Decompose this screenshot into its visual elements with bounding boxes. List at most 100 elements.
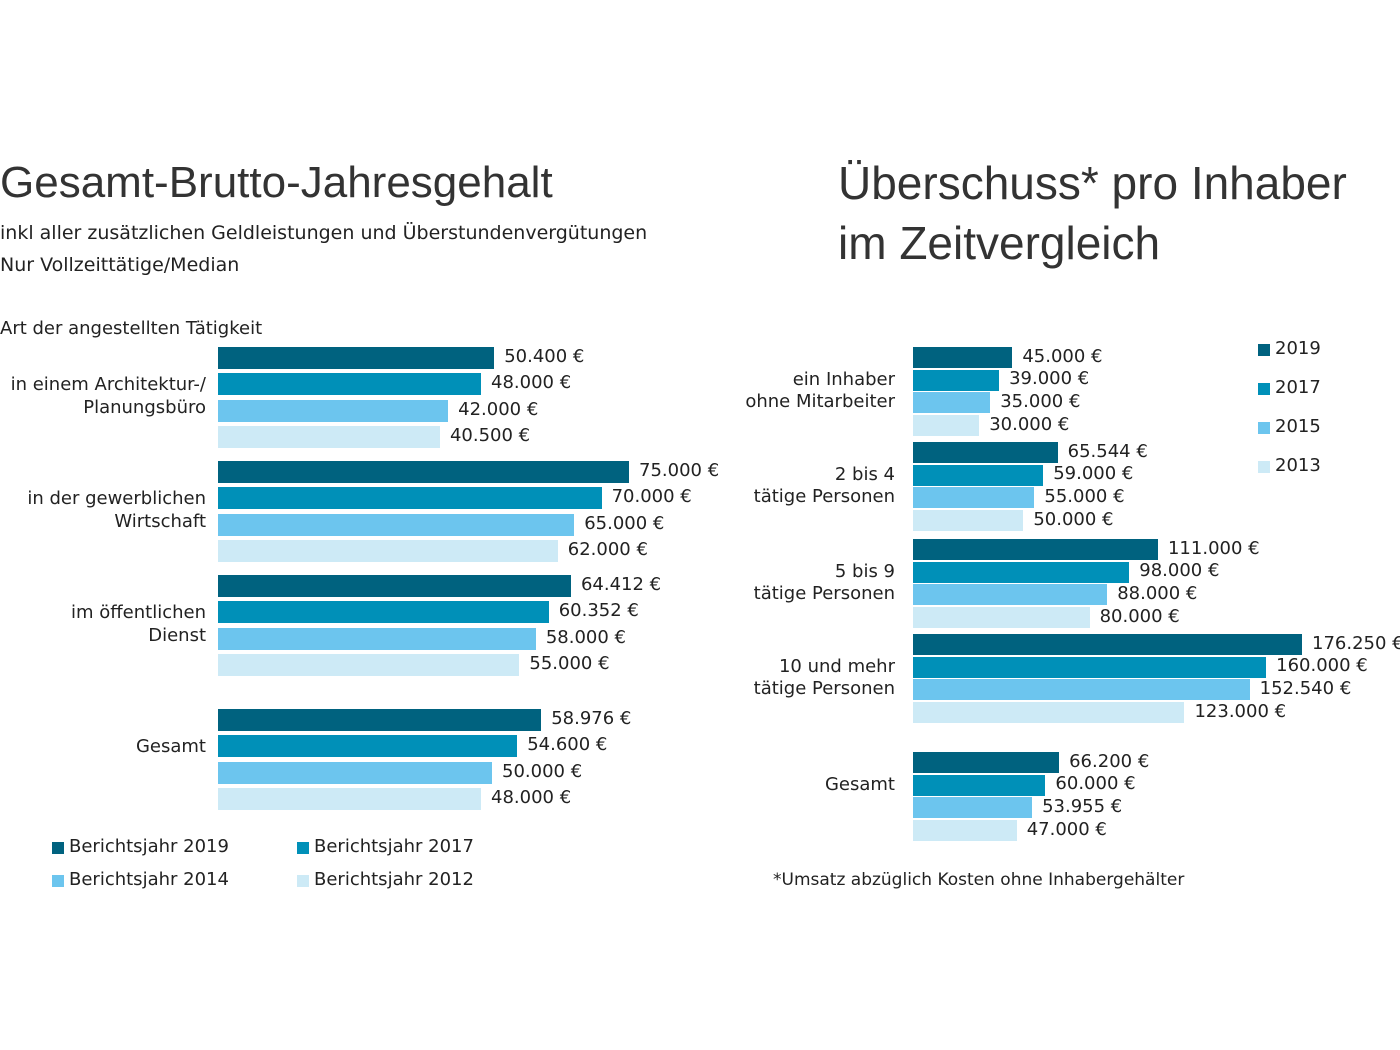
bar (218, 653, 520, 676)
footnote: *Umsatz abzüglich Kosten ohne Inhabergeh… (773, 870, 1185, 890)
value-label: 80.000 € (1099, 605, 1180, 627)
value-label: 50.400 € (504, 346, 585, 367)
bar (218, 373, 482, 396)
bar (218, 787, 482, 810)
value-label: 55.000 € (529, 652, 610, 674)
legend-label: Berichtsjahr 2012 (314, 869, 474, 890)
legend-swatch (297, 842, 309, 854)
legend-swatch (1258, 344, 1270, 356)
bar (913, 487, 1035, 509)
legend-label: Berichtsjahr 2019 (69, 836, 229, 857)
value-label: 48.000 € (491, 786, 572, 808)
bar (218, 399, 449, 422)
value-label: 66.200 € (1069, 750, 1150, 772)
legend-swatch (52, 875, 64, 887)
bar (218, 627, 536, 650)
bar (218, 425, 440, 448)
legend-swatch (1258, 383, 1270, 395)
value-label: 65.544 € (1067, 440, 1148, 462)
value-label: 50.000 € (1033, 508, 1114, 530)
bar (913, 510, 1024, 532)
value-label: 45.000 € (1022, 345, 1103, 367)
bar (913, 464, 1044, 486)
value-label: 123.000 € (1194, 700, 1287, 722)
bar (913, 415, 980, 437)
value-label: 30.000 € (989, 413, 1070, 435)
value-label: 40.500 € (449, 424, 531, 446)
legend-label: 2017 (1275, 377, 1321, 398)
bar (218, 575, 571, 597)
legend-label: 2013 (1275, 455, 1321, 476)
legend-swatch (1258, 461, 1270, 473)
bar (913, 752, 1060, 773)
legend-swatch (52, 842, 64, 854)
value-label: 58.000 € (545, 626, 626, 648)
category-label: 2 bis 4 tätige Personen (753, 463, 895, 508)
value-label: 176.250 € (1312, 632, 1400, 654)
bar (218, 461, 629, 483)
bar (218, 347, 495, 369)
value-label: 62.000 € (567, 538, 648, 560)
bar (913, 679, 1250, 701)
value-label: 47.000 € (1026, 818, 1107, 840)
bar (218, 735, 518, 758)
bar (913, 774, 1046, 796)
bar (218, 601, 549, 624)
category-label: in einem Architektur-/ Planungsbüro (10, 374, 206, 418)
value-label: 70.000 € (611, 486, 692, 508)
value-label: 35.000 € (1000, 390, 1081, 412)
bar (913, 347, 1013, 368)
value-label: 42.000 € (458, 398, 539, 420)
value-label: 75.000 € (639, 460, 720, 481)
category-label: ein Inhaber ohne Mitarbeiter (745, 368, 895, 413)
bar (913, 820, 1017, 842)
bar (913, 797, 1033, 819)
bar (218, 487, 602, 510)
value-label: 152.540 € (1259, 677, 1352, 699)
value-label: 48.000 € (491, 372, 572, 394)
category-label: 5 bis 9 tätige Personen (753, 560, 895, 605)
bar (913, 584, 1108, 606)
category-label: in der gewerblichen Wirtschaft (27, 488, 206, 532)
legend-swatch (297, 875, 309, 887)
axis-label: Art der angestellten Tätigkeit (0, 318, 263, 339)
value-label: 60.352 € (558, 600, 639, 622)
bar (218, 539, 558, 562)
value-label: 54.600 € (527, 734, 608, 756)
value-label: 50.000 € (502, 760, 583, 782)
chart-subtitle: inkl aller zusätzlichen Geldleistungen u… (0, 222, 648, 276)
value-label: 98.000 € (1139, 560, 1220, 582)
value-label: 65.000 € (584, 512, 665, 534)
value-label: 53.955 € (1042, 795, 1123, 817)
bar (913, 634, 1302, 655)
bar (218, 709, 542, 731)
bar (913, 607, 1090, 629)
legend-label: 2015 (1275, 416, 1321, 437)
bar (913, 392, 991, 414)
bar (913, 442, 1058, 463)
value-label: 60.000 € (1055, 773, 1136, 795)
value-label: 111.000 € (1167, 537, 1260, 559)
legend-label: Berichtsjahr 2017 (314, 836, 474, 857)
bar (913, 369, 1000, 391)
bar (218, 761, 492, 784)
chart-title: Überschuss* pro Inhaber im Zeitvergleich (838, 157, 1347, 269)
value-label: 64.412 € (580, 574, 662, 595)
value-label: 59.000 € (1053, 463, 1134, 485)
value-label: 58.976 € (551, 708, 632, 729)
bar (913, 656, 1267, 678)
bar (218, 513, 575, 536)
legend-label: 2019 (1275, 338, 1321, 359)
legend-label: Berichtsjahr 2014 (69, 869, 229, 890)
category-label: Gesamt (135, 736, 206, 758)
value-label: 55.000 € (1044, 485, 1125, 507)
value-label: 39.000 € (1009, 368, 1090, 390)
chart-title: Gesamt-Brutto-Jahresgehalt (0, 158, 553, 207)
category-label: Gesamt (824, 773, 895, 795)
value-label: 160.000 € (1276, 655, 1368, 677)
category-label: 10 und mehr tätige Personen (753, 655, 895, 700)
legend-swatch (1258, 422, 1270, 434)
bar (913, 702, 1185, 724)
bar (913, 561, 1130, 583)
